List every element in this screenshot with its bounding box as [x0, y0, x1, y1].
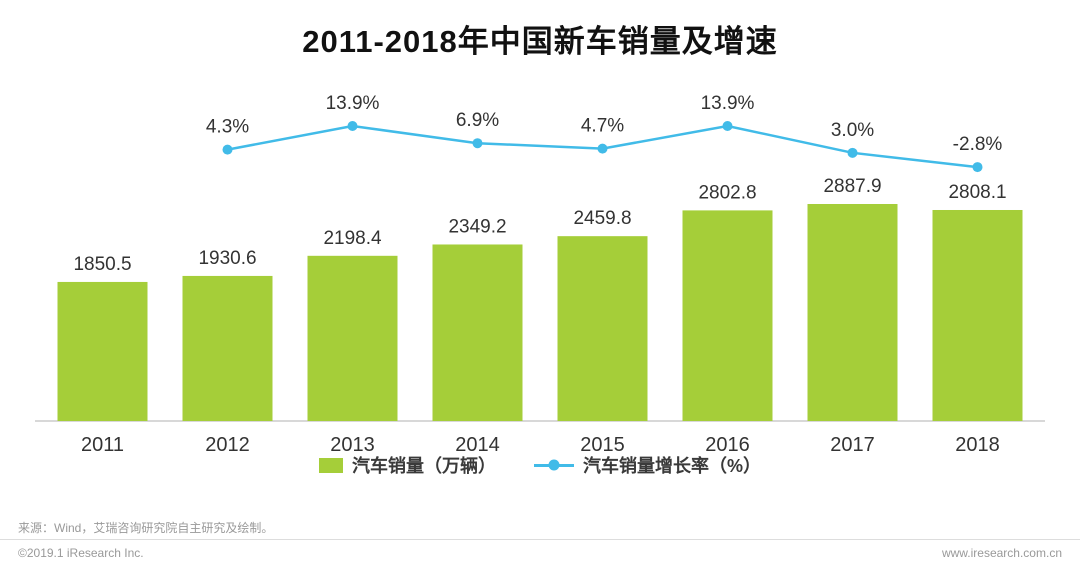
legend: 汽车销量（万辆） 汽车销量增长率（%） [0, 452, 1080, 478]
x-axis-label: 2018 [955, 434, 1000, 455]
combo-chart: 1850.5 2011 1930.6 2012 2198.4 2013 2349.2 2014… [35, 93, 1045, 455]
bar-2011 [57, 281, 148, 421]
bar-value-label: 2349.2 [448, 216, 506, 237]
bar-legend-label: 汽车销量（万辆） [351, 456, 496, 476]
x-axis-label: 2015 [580, 434, 625, 455]
line-point [597, 143, 608, 154]
line-legend-label: 汽车销量增长率（%） [582, 456, 761, 476]
bar-2014 [432, 244, 523, 421]
copyright: ©2019.1 iResearch Inc. [18, 546, 144, 560]
bar-2015 [557, 236, 648, 421]
bar-2012 [182, 275, 273, 421]
bar-legend-swatch [318, 457, 343, 473]
line-value-label: 13.9% [701, 93, 755, 114]
bar-2013 [307, 255, 398, 421]
line-legend-dot-icon [548, 459, 560, 471]
chart-title: 2011-2018年中国新车销量及增速 [302, 24, 778, 59]
bar-value-label: 1930.6 [198, 248, 256, 269]
bar-value-label: 2802.8 [698, 182, 756, 203]
line-point [347, 121, 358, 131]
bar-value-label: 2198.4 [323, 228, 382, 249]
line-value-label: 13.9% [326, 93, 380, 114]
bar-2016 [682, 210, 773, 421]
footer-divider [0, 539, 1080, 540]
x-axis-label: 2016 [705, 434, 750, 455]
bar-2018 [932, 209, 1023, 421]
line-point [722, 121, 733, 131]
bar-2017 [807, 204, 898, 421]
bar-value-label: 1850.5 [73, 254, 131, 275]
line-value-label: 6.9% [456, 110, 499, 131]
line-point [847, 147, 858, 158]
website-text: www.iresearch.com.cn [941, 546, 1062, 560]
source-note: 来源：Wind，艾瑞咨询研究院自主研究及绘制。 [18, 521, 274, 535]
legend-item-growth: 汽车销量增长率（%） [533, 452, 761, 478]
line-legend-marker [533, 459, 574, 471]
line-value-label: 4.3% [206, 117, 249, 138]
line-point [222, 144, 233, 155]
line-value-label: 4.7% [581, 116, 624, 137]
line-value-label: -2.8% [953, 134, 1003, 155]
x-axis-label: 2014 [455, 434, 500, 455]
x-axis-label: 2011 [81, 434, 124, 455]
line-point [972, 162, 983, 173]
line-point [472, 138, 483, 149]
x-axis-label: 2012 [205, 434, 250, 455]
footer: ©2019.1 iResearch Inc. www.iresearch.com… [18, 546, 1062, 560]
legend-item-sales: 汽车销量（万辆） [318, 452, 496, 478]
bar-value-label: 2808.1 [948, 182, 1006, 203]
bar-value-label: 2887.9 [823, 176, 881, 197]
x-axis-label: 2013 [330, 434, 375, 455]
bar-value-label: 2459.8 [573, 208, 631, 229]
x-axis-label: 2017 [830, 434, 875, 455]
line-value-label: 3.0% [831, 120, 874, 141]
